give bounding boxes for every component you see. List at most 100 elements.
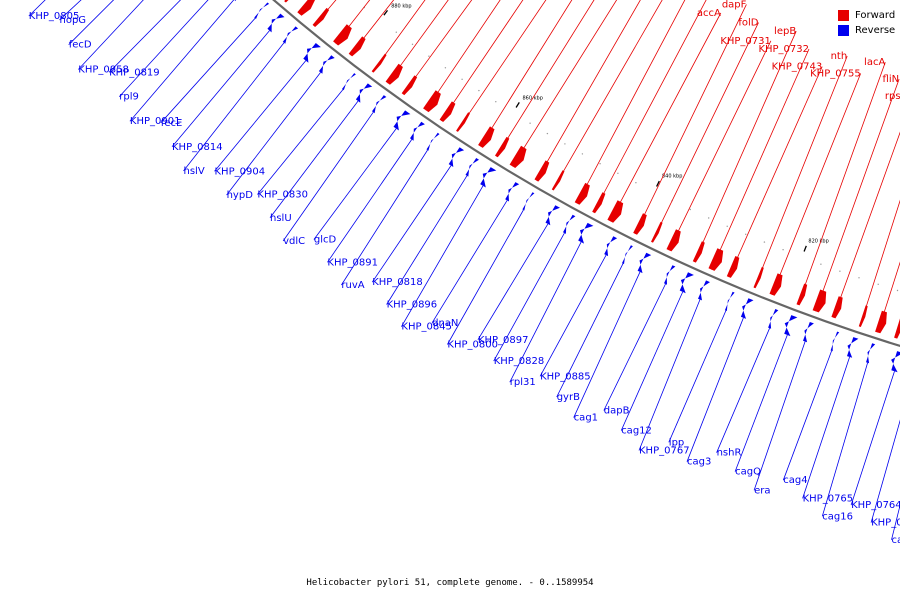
minor-tick xyxy=(411,43,414,45)
reverse-gene-label[interactable]: KHP_0819 xyxy=(109,67,160,78)
reverse-gene-label[interactable]: ruvA xyxy=(341,280,364,291)
gene-leader-line xyxy=(59,0,82,21)
gene-leader-line xyxy=(456,0,547,132)
forward-gene-label[interactable]: rps21 xyxy=(885,91,900,102)
reverse-gene-label[interactable]: rpl9 xyxy=(119,92,139,103)
reverse-gene-label[interactable]: KHP_0764 xyxy=(851,500,900,511)
forward-gene-label[interactable]: KHP_0755 xyxy=(810,68,861,79)
forward-gene-label[interactable]: KHP_0731 xyxy=(720,36,771,47)
minor-tick xyxy=(444,67,447,69)
gene-leader-line xyxy=(539,254,607,377)
forward-gene-label[interactable]: lacA xyxy=(864,57,885,68)
forward-gene-label[interactable]: KHP_0743 xyxy=(772,62,823,73)
reverse-gene-label[interactable]: cag16 xyxy=(822,511,853,522)
forward-gene-glyph xyxy=(858,305,868,327)
gene-leader-line xyxy=(477,223,549,341)
reverse-gene-label[interactable]: cag4 xyxy=(783,475,807,486)
reverse-gene-label[interactable]: hslV xyxy=(184,166,205,177)
reverse-gene-glyph xyxy=(426,132,440,151)
reverse-gene-glyph xyxy=(303,43,321,63)
minor-tick xyxy=(599,163,601,165)
forward-gene-glyph xyxy=(423,90,441,113)
minor-tick xyxy=(820,263,822,265)
reverse-gene-label[interactable]: glcD xyxy=(314,235,337,246)
reverse-gene-label[interactable]: hypD xyxy=(227,190,254,201)
reverse-gene-label[interactable]: KHP_0818 xyxy=(372,277,423,288)
reverse-gene-label[interactable]: KHP_0828 xyxy=(494,356,545,367)
reverse-gene-label[interactable]: hslU xyxy=(270,213,292,224)
forward-gene-glyph xyxy=(726,256,740,278)
gene-leader-line xyxy=(257,89,344,195)
forward-gene-label[interactable]: KHP_0732 xyxy=(758,44,809,55)
forward-gene-label[interactable]: dapF xyxy=(722,0,747,10)
gene-leader-line xyxy=(386,175,468,305)
reverse-gene-label[interactable]: KHP_0767 xyxy=(639,446,690,457)
reverse-gene-label[interactable]: dapB xyxy=(604,406,630,417)
reverse-gene-label[interactable]: KHP_0858 xyxy=(78,65,129,76)
reverse-gene-label[interactable]: lpp xyxy=(669,437,684,448)
forward-gene-label[interactable]: nth xyxy=(831,51,848,62)
reverse-gene-label[interactable]: KHP_0805 xyxy=(29,11,80,22)
reverse-gene-label[interactable]: cag17 xyxy=(892,535,900,546)
gene-leader-line xyxy=(686,317,744,462)
reverse-gene-glyph xyxy=(724,291,735,311)
reverse-gene-label[interactable]: KHP_0845 xyxy=(401,322,452,333)
gene-leader-line xyxy=(797,62,886,305)
forward-gene-glyph xyxy=(574,182,590,205)
gene-leader-line xyxy=(214,60,307,172)
reverse-gene-label[interactable]: KHP_0885 xyxy=(540,371,591,382)
reverse-gene-glyph xyxy=(254,2,270,19)
tick-mark xyxy=(803,245,807,252)
gene-leader-line xyxy=(183,42,285,172)
reverse-gene-label[interactable]: gyrB xyxy=(557,392,580,403)
gene-leader-line xyxy=(269,100,359,219)
reverse-gene-label[interactable]: hopG xyxy=(60,15,87,26)
reverse-gene-label[interactable]: KHP_0830 xyxy=(257,190,308,201)
gene-leader-line xyxy=(226,72,321,196)
reverse-gene-label[interactable]: fecD xyxy=(69,40,92,51)
forward-gene-label[interactable]: folD xyxy=(738,18,758,29)
forward-gene-glyph xyxy=(607,200,624,223)
gene-leader-line xyxy=(552,0,663,191)
reverse-gene-label[interactable]: KHP_0904 xyxy=(215,166,266,177)
reverse-gene-label[interactable]: dnaN xyxy=(432,318,458,329)
reverse-gene-label[interactable]: cag3 xyxy=(687,457,711,468)
reverse-gene-label[interactable]: KHP_0897 xyxy=(478,335,529,346)
reverse-gene-label[interactable]: KHP_0800 xyxy=(447,340,498,351)
reverse-gene-label[interactable]: KHP_0765 xyxy=(803,493,854,504)
reverse-gene-label[interactable]: rpl31 xyxy=(510,377,536,388)
reverse-gene-label[interactable]: cagQ xyxy=(735,467,761,478)
minor-tick xyxy=(896,289,899,292)
reverse-gene-label[interactable]: cag12 xyxy=(621,426,652,437)
gene-leader-line xyxy=(431,200,508,324)
reverse-gene-glyph xyxy=(355,83,373,103)
legend: Forward Reverse xyxy=(838,8,895,38)
reverse-gene-label[interactable]: fecE xyxy=(161,118,183,129)
reverse-gene-label[interactable]: vdlC xyxy=(283,236,305,247)
reverse-gene-glyph xyxy=(342,73,356,91)
reverse-gene-label[interactable]: era xyxy=(754,485,770,496)
reverse-gene-label[interactable]: KHP_0891 xyxy=(327,257,378,268)
forward-gene-label[interactable]: accA xyxy=(697,8,721,19)
reverse-gene-label[interactable]: KHP_0896 xyxy=(387,300,438,311)
tick-mark xyxy=(656,180,660,187)
minor-tick xyxy=(564,143,566,145)
reverse-gene-label[interactable]: KHP_0814 xyxy=(172,142,223,153)
reverse-gene-label[interactable]: KHP_0900 xyxy=(871,518,900,529)
forward-gene-glyph xyxy=(312,7,330,28)
minor-tick xyxy=(763,241,766,243)
forward-gene-label[interactable]: fliN xyxy=(883,74,900,85)
reverse-gene-label[interactable]: KHP_0901 xyxy=(130,116,181,127)
reverse-gene-label[interactable]: nshR xyxy=(717,448,742,459)
forward-gene-label[interactable]: lepB xyxy=(774,26,796,37)
gene-leader-line xyxy=(753,341,806,491)
gene-leader-line xyxy=(634,4,747,235)
reverse-gene-glyph xyxy=(234,0,236,2)
gene-leader-line xyxy=(425,0,501,111)
reverse-gene-label[interactable]: cag1 xyxy=(574,413,598,424)
forward-gene-glyph xyxy=(592,192,606,214)
tick-mark xyxy=(383,10,389,16)
tick-label: 840 kbp xyxy=(662,174,682,180)
forward-gene-glyph xyxy=(371,53,387,73)
